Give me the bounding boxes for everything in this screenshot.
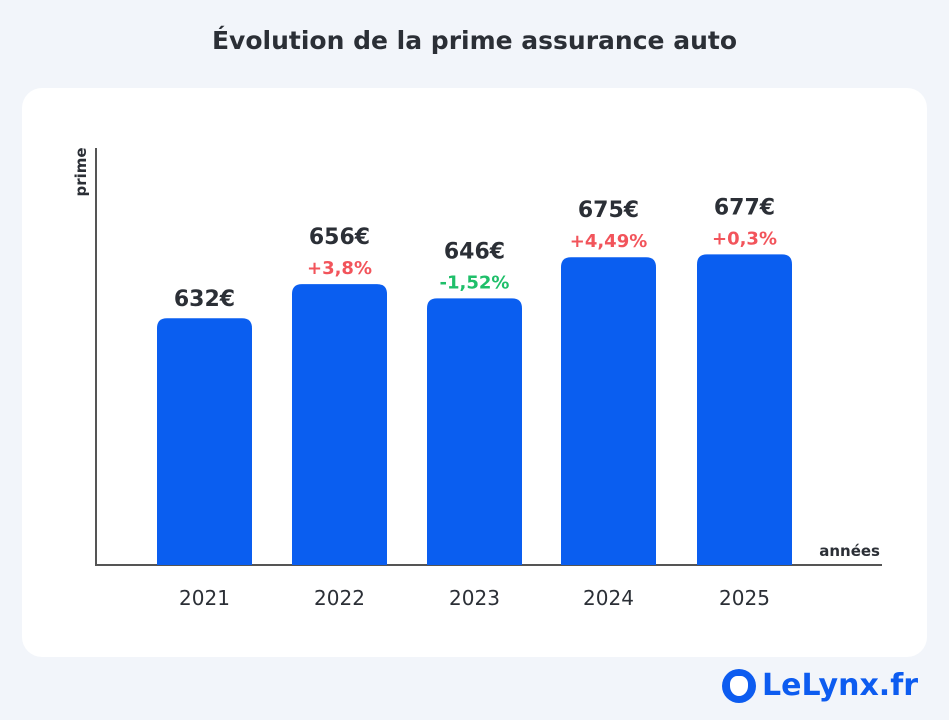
change-label: -1,52% [440, 272, 510, 293]
change-label: +4,49% [570, 231, 648, 252]
x-tick-label: 2025 [719, 586, 770, 610]
x-tick-label: 2024 [583, 586, 634, 610]
logo-text: LeLynx.fr [762, 668, 919, 703]
x-axis-label: années [819, 542, 880, 560]
value-label: 677€ [714, 195, 775, 220]
change-label: +3,8% [307, 258, 372, 279]
value-label: 656€ [309, 225, 370, 250]
lynx-icon [722, 668, 756, 703]
value-label: 632€ [174, 287, 235, 312]
bar [561, 257, 656, 565]
bar [292, 284, 387, 565]
x-tick-label: 2023 [449, 586, 500, 610]
bar [427, 298, 522, 565]
value-label: 646€ [444, 239, 505, 264]
x-tick-label: 2022 [314, 586, 365, 610]
bar [157, 318, 252, 565]
bar [697, 254, 792, 565]
value-label: 675€ [578, 198, 639, 223]
lelynx-logo: LeLynx.fr [722, 668, 918, 703]
y-axis-label: prime [72, 147, 90, 196]
chart-title: Évolution de la prime assurance auto [211, 26, 737, 55]
change-label: +0,3% [712, 228, 777, 249]
x-tick-label: 2021 [179, 586, 230, 610]
